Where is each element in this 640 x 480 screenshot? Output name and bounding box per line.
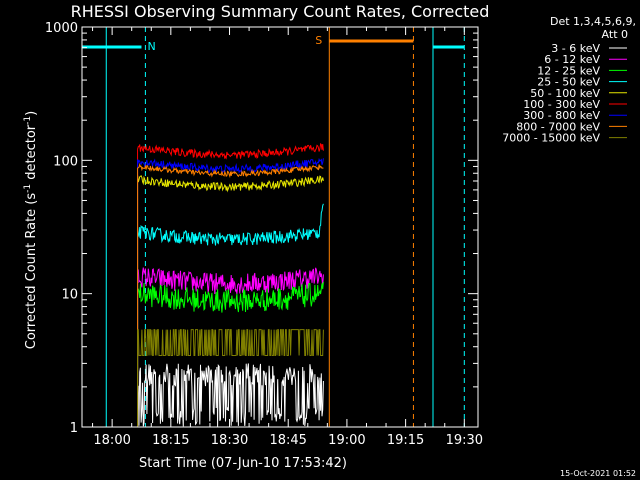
series-line-5 xyxy=(137,142,324,160)
x-tick-label-1: 18:15 xyxy=(152,433,189,448)
series-line-8 xyxy=(137,329,324,356)
y-axis-label-part1: Corrected Count Rate (s xyxy=(24,193,39,350)
legend-entry-label-2: 12 - 25 keV xyxy=(537,64,600,77)
legend-entry-label-7: 800 - 7000 keV xyxy=(516,120,600,133)
series-line-0 xyxy=(137,363,324,427)
legend-entry-label-0: 3 - 6 keV xyxy=(551,42,600,55)
y-tick-label-1: 10 xyxy=(61,288,78,303)
plot-area: N S 18:00 18:15 18:30 18:45 19:00 19:15 19:30 1 10… xyxy=(45,21,483,448)
y-tick-label-0: 1 xyxy=(70,421,78,436)
y-tick-label-3: 1000 xyxy=(45,21,78,36)
x-axis-label: Start Time (07-Jun-10 17:53:42) xyxy=(139,456,347,471)
x-tick-label-3: 18:45 xyxy=(269,433,306,448)
annotation-saa-label: S xyxy=(315,34,322,47)
x-tick-label-4: 19:00 xyxy=(328,433,365,448)
legend-entry-label-5: 100 - 300 keV xyxy=(523,98,600,111)
y-axis-label-sup1: -1 xyxy=(23,184,33,193)
series-line-2 xyxy=(137,281,324,313)
series-line-4 xyxy=(137,174,324,193)
annotation-night-label: N xyxy=(147,40,155,53)
y-axis-label: Corrected Count Rate (s-1 detector-1) xyxy=(23,111,39,349)
legend-entry-label-4: 50 - 100 keV xyxy=(530,87,600,100)
x-tick-label-5: 19:15 xyxy=(387,433,424,448)
series-line-7 xyxy=(137,162,324,179)
x-tick-label-2: 18:30 xyxy=(211,433,248,448)
y-tick-label-2: 100 xyxy=(53,154,78,169)
x-tick-label-6: 19:30 xyxy=(446,433,483,448)
series-line-1 xyxy=(137,267,324,295)
chart-title: RHESSI Observing Summary Count Rates, Co… xyxy=(71,2,490,21)
timestamp: 15-Oct-2021 01:52 xyxy=(560,469,636,478)
legend-header-line2: Att 0 xyxy=(602,28,628,41)
series-line-6 xyxy=(137,157,324,174)
y-axis-label-part3: ) xyxy=(24,111,39,116)
series-line-3 xyxy=(137,203,324,246)
y-axis-label-part2: detector xyxy=(24,124,39,184)
legend-entry-label-8: 7000 - 15000 keV xyxy=(502,132,600,145)
legend-entry-label-6: 300 - 800 keV xyxy=(523,109,600,122)
legend-header-line1: Det 1,3,4,5,6,9, xyxy=(550,15,636,28)
legend-entry-label-1: 6 - 12 keV xyxy=(544,53,600,66)
y-axis-label-sup2: -1 xyxy=(23,116,33,125)
legend-entry-label-3: 25 - 50 keV xyxy=(537,76,600,89)
x-tick-label-0: 18:00 xyxy=(93,433,130,448)
plot-frame xyxy=(81,26,479,428)
